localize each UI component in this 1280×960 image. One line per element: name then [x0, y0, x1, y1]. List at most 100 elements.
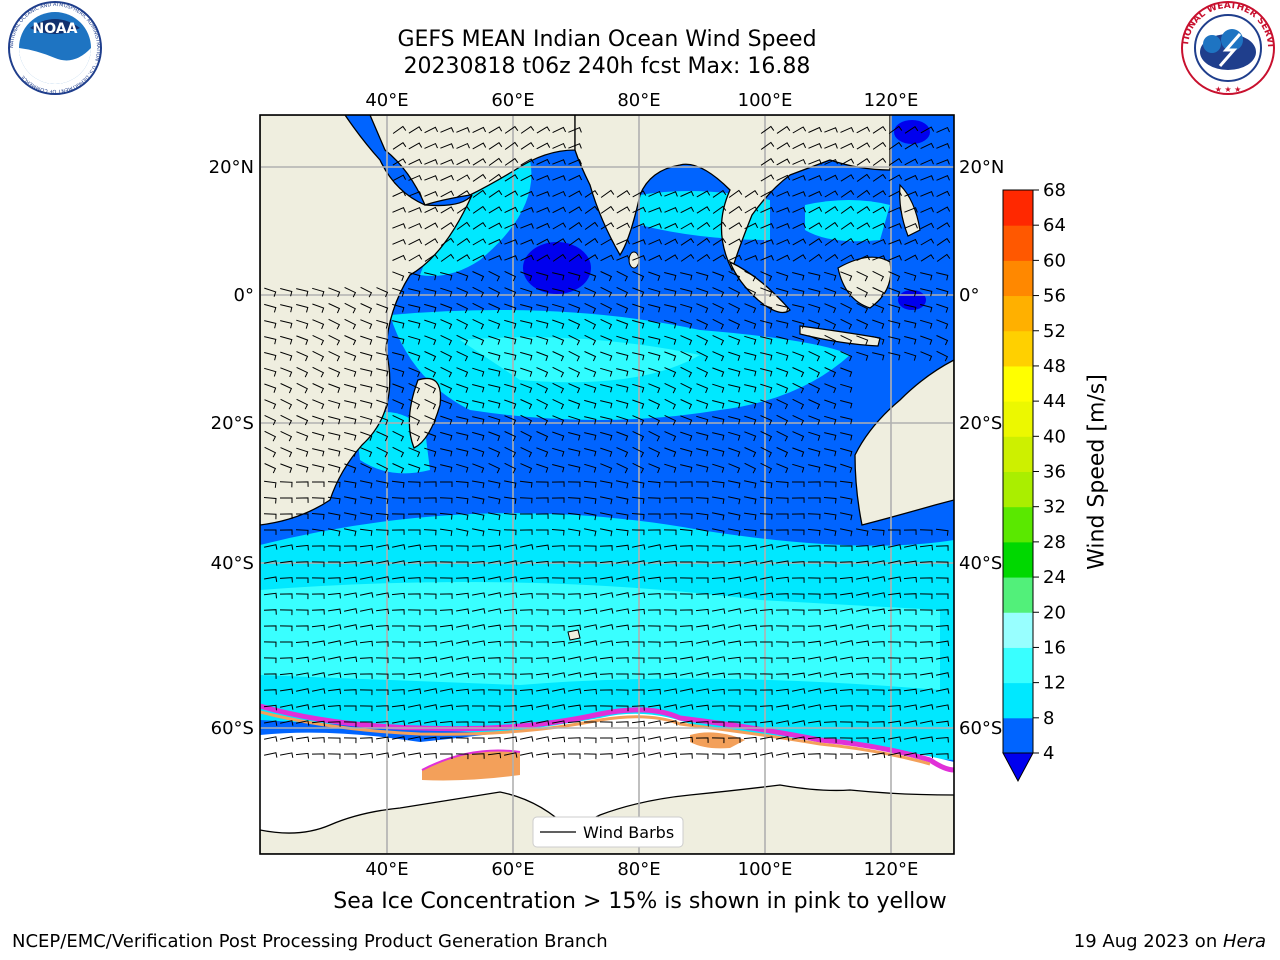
wind-barb	[424, 720, 438, 726]
wind-barb	[519, 592, 533, 599]
wind-barb	[712, 463, 725, 473]
wind-barb	[856, 560, 870, 567]
wind-barb	[455, 528, 469, 537]
lat-tick-right-40s: 40°S	[959, 553, 1002, 574]
wind-barb	[888, 239, 902, 245]
lon-tick-bottom-120e: 120°E	[864, 859, 919, 880]
wind-barb	[791, 609, 805, 616]
wind-barb	[391, 480, 405, 488]
wind-barb	[776, 430, 789, 442]
wind-barb	[520, 463, 533, 474]
wind-barb	[360, 431, 373, 441]
wind-barb	[600, 238, 615, 246]
wind-barb	[568, 303, 581, 313]
wind-barb	[392, 446, 405, 458]
wind-barb	[407, 625, 421, 632]
colorbar-tick-label: 68	[1043, 180, 1066, 201]
wind-barb	[792, 175, 806, 181]
wind-barb	[359, 737, 373, 743]
wind-barb	[296, 398, 309, 410]
wind-barb	[520, 625, 533, 631]
wind-barb	[567, 561, 581, 568]
wind-barb	[392, 254, 406, 261]
wind-barb	[903, 657, 917, 663]
wind-barb	[647, 625, 661, 632]
wind-barb	[423, 625, 437, 631]
wind-barb	[616, 673, 629, 679]
wind-barb	[536, 254, 551, 262]
wind-barb	[664, 335, 677, 345]
wind-barb	[888, 592, 902, 599]
wind-barb	[679, 625, 693, 631]
wind-barb	[744, 462, 757, 474]
wind-barb	[327, 656, 342, 662]
wind-barb	[568, 688, 582, 694]
wind-barb	[663, 641, 677, 647]
wind-barb	[616, 206, 631, 214]
wind-barb	[407, 672, 421, 679]
wind-barb	[488, 255, 502, 261]
wind-barb	[424, 288, 437, 297]
wind-barb	[696, 237, 711, 246]
wind-barb	[792, 272, 805, 281]
wind-barb	[680, 272, 693, 281]
wind-barb	[903, 673, 917, 679]
wind-barb	[568, 432, 581, 441]
wind-barb	[375, 512, 389, 520]
wind-barb	[727, 737, 741, 743]
wind-barb	[872, 141, 887, 150]
wind-barb	[663, 609, 677, 616]
wind-barb	[487, 752, 502, 759]
wind-barb	[872, 303, 885, 314]
wind-barb	[888, 303, 901, 313]
wind-barb	[392, 463, 405, 474]
wind-barb	[840, 400, 853, 409]
wind-barb	[728, 189, 743, 198]
wind-barb	[792, 191, 806, 197]
wind-barb	[823, 497, 837, 504]
wind-barb	[327, 721, 341, 727]
wind-barb	[903, 641, 917, 648]
wind-barb	[472, 173, 487, 182]
wind-barb	[600, 367, 613, 377]
wind-barb	[839, 561, 853, 567]
wind-barb	[696, 334, 709, 346]
wind-barb	[743, 689, 757, 696]
wind-barb	[584, 302, 597, 314]
wind-barb	[280, 367, 293, 378]
wind-barb	[327, 737, 341, 744]
wind-barb	[375, 576, 390, 582]
wind-barb	[904, 126, 919, 134]
wind-barb	[616, 303, 629, 314]
wind-barb	[440, 528, 453, 536]
wind-barb	[504, 222, 518, 229]
wind-barb	[648, 336, 661, 345]
wind-barb	[424, 303, 437, 313]
colorbar-tick-label: 20	[1043, 602, 1066, 623]
wind-barb	[648, 351, 661, 361]
wind-barb	[839, 640, 854, 646]
wind-barb	[551, 736, 566, 743]
wind-barb	[391, 704, 406, 711]
wind-barb	[279, 593, 293, 599]
wind-barb	[824, 367, 837, 378]
wind-barb	[439, 577, 453, 584]
wind-barb	[632, 271, 645, 282]
wind-barb	[840, 126, 854, 133]
wind-barb	[935, 561, 949, 568]
wind-barb	[440, 190, 455, 198]
wind-barb	[312, 287, 325, 297]
wind-barb	[760, 462, 773, 474]
wind-barb	[632, 399, 645, 409]
wind-barb	[695, 753, 709, 760]
wind-barb	[583, 545, 597, 552]
wind-barb	[359, 657, 373, 663]
colorbar-tick-label: 4	[1043, 743, 1054, 764]
wind-barb	[472, 737, 485, 743]
wind-barb	[887, 625, 901, 631]
wind-barb	[312, 448, 325, 457]
wind-barb	[504, 446, 517, 458]
wind-barb	[488, 206, 503, 214]
wind-barb	[344, 367, 357, 377]
wind-barb	[311, 561, 325, 568]
